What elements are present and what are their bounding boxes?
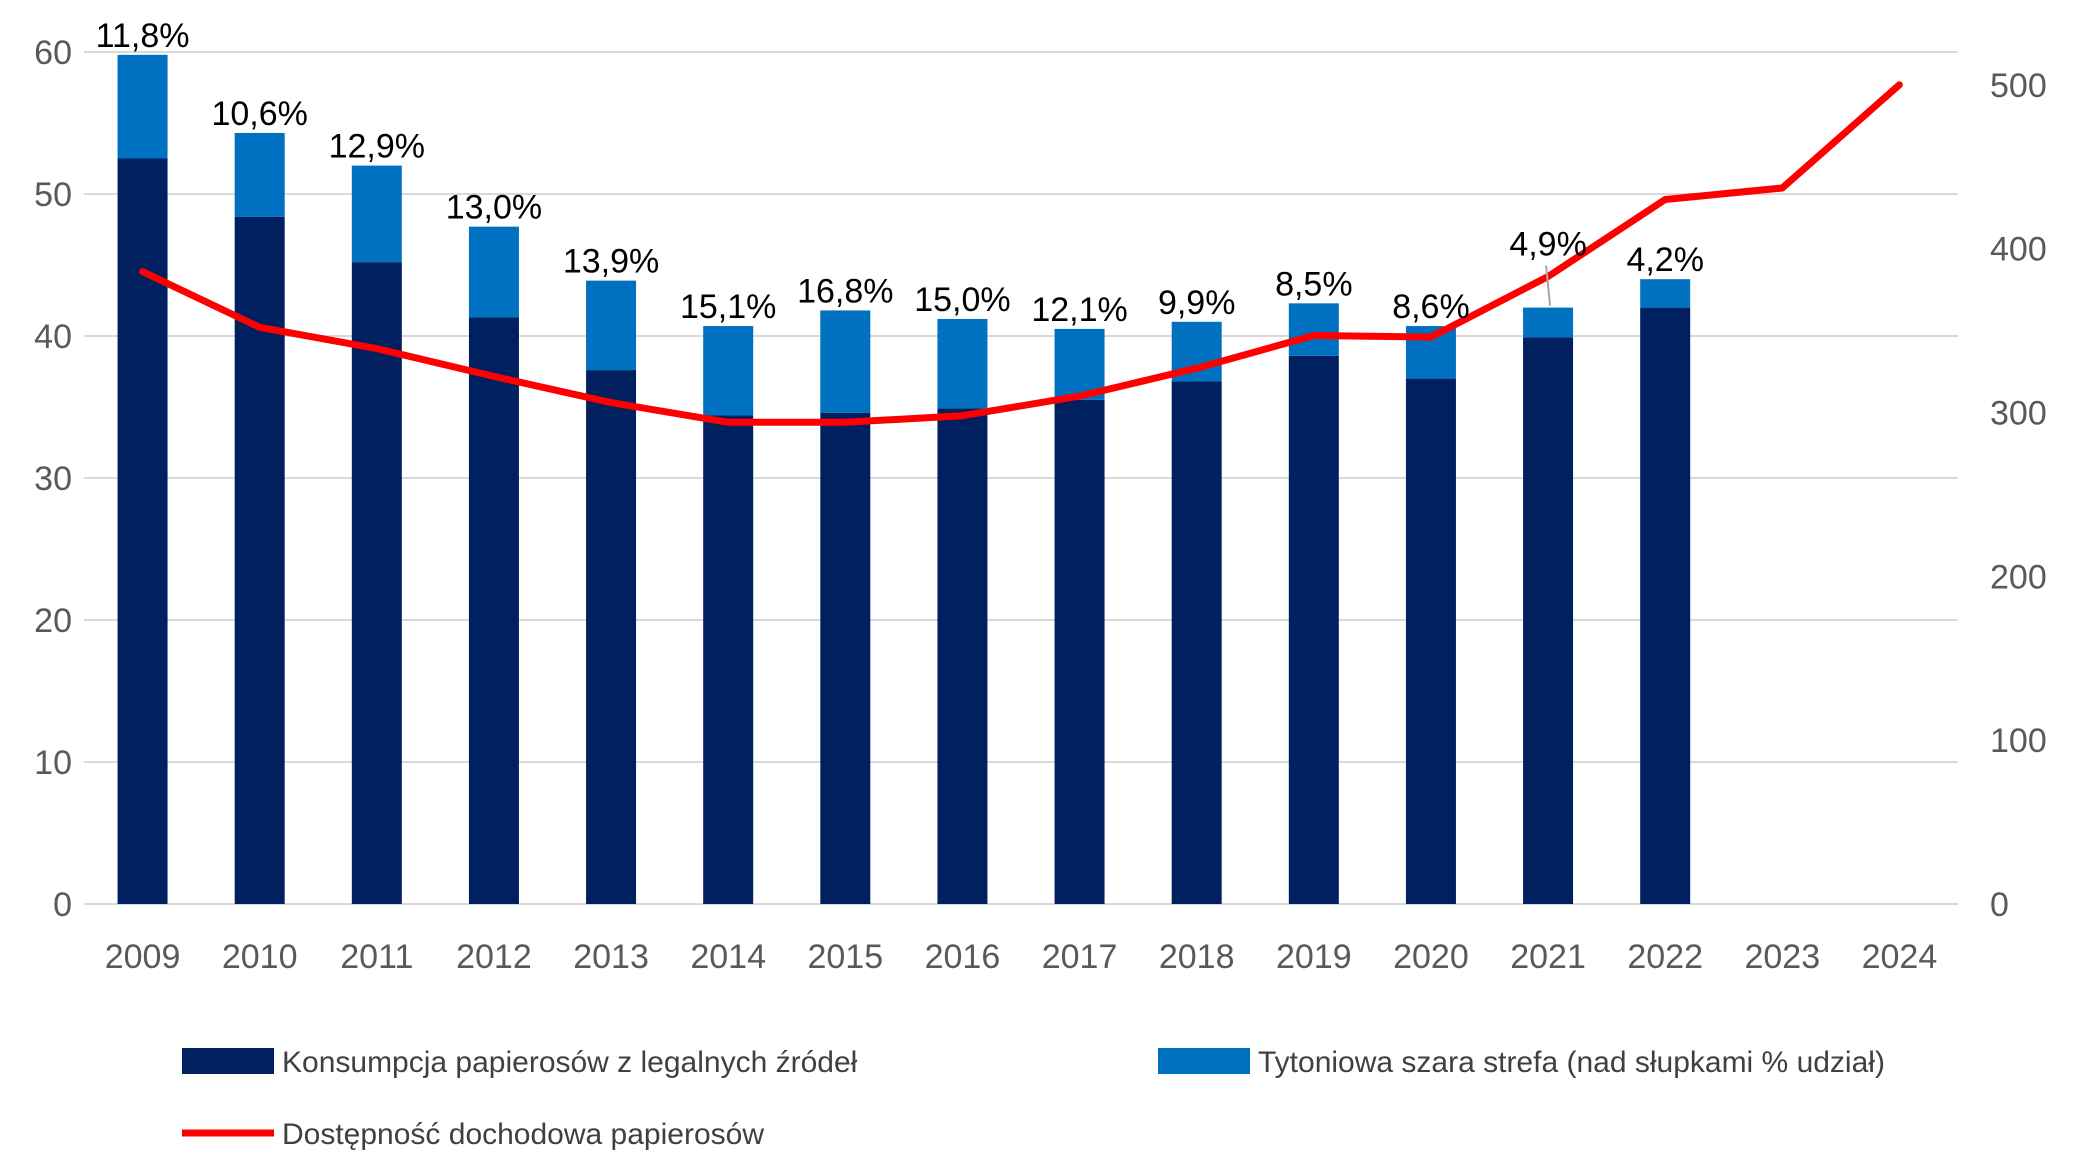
bar-grey-zone — [235, 133, 285, 217]
grey-zone-share-label: 13,9% — [563, 243, 659, 281]
x-axis-tick-label: 2015 — [807, 938, 883, 976]
left-axis-tick-label: 20 — [34, 602, 72, 640]
x-axis-tick-label: 2014 — [690, 938, 766, 976]
bar-legal-consumption — [586, 370, 636, 904]
right-axis-tick-label: 0 — [1990, 886, 2009, 924]
x-axis-tick-label: 2020 — [1393, 938, 1469, 976]
right-axis-tick-label: 500 — [1990, 67, 2047, 105]
grey-zone-share-label: 8,5% — [1275, 265, 1353, 303]
x-axis-tick-label: 2012 — [456, 938, 532, 976]
bar-legal-consumption — [1289, 356, 1339, 904]
x-axis-tick-label: 2010 — [222, 938, 298, 976]
left-axis-tick-label: 10 — [34, 744, 72, 782]
bars — [118, 55, 1691, 904]
grey-zone-share-label: 15,0% — [914, 281, 1010, 319]
left-axis-tick-label: 30 — [34, 460, 72, 498]
x-axis-tick-label: 2024 — [1862, 938, 1938, 976]
right-axis-tick-label: 400 — [1990, 231, 2047, 269]
x-axis-tick-label: 2022 — [1627, 938, 1703, 976]
bar-legal-consumption — [1406, 379, 1456, 904]
x-axis-tick-label: 2009 — [105, 938, 181, 976]
grey-zone-share-label: 12,9% — [329, 128, 425, 166]
bar-grey-zone — [1523, 308, 1573, 338]
left-axis-tick-label: 60 — [34, 34, 72, 72]
bar-legal-consumption — [1640, 308, 1690, 904]
grey-zone-share-label: 9,9% — [1158, 284, 1236, 322]
legend-label: Konsumpcja papierosów z legalnych źródeł — [282, 1046, 858, 1079]
x-axis-tick-label: 2018 — [1159, 938, 1235, 976]
bar-legal-consumption — [1172, 381, 1222, 904]
bar-legal-consumption — [820, 413, 870, 904]
grey-zone-share-label: 15,1% — [680, 288, 776, 326]
grey-zone-share-label: 4,2% — [1626, 241, 1704, 279]
bar-grey-zone — [1289, 303, 1339, 356]
right-axis-tick-label: 200 — [1990, 558, 2047, 596]
right-axis-tick-label: 300 — [1990, 394, 2047, 432]
grey-zone-share-label: 10,6% — [211, 95, 307, 133]
bar-legal-consumption — [1055, 400, 1105, 904]
legend: Konsumpcja papierosów z legalnych źródeł… — [182, 1046, 1885, 1151]
left-axis-tick-label: 0 — [53, 886, 72, 924]
grey-zone-share-label: 8,6% — [1392, 288, 1470, 326]
bar-grey-zone — [937, 319, 987, 408]
bar-legal-consumption — [469, 318, 519, 904]
bar-grey-zone — [352, 166, 402, 263]
x-axis-tick-label: 2019 — [1276, 938, 1352, 976]
grey-zone-share-label: 13,0% — [446, 189, 542, 227]
bar-grey-zone — [118, 55, 168, 159]
data-labels: 11,8% 10,6% 12,9% 13,0% 13,9% 15,1% 16,8% 15,0%… — [96, 17, 1704, 329]
bar-legal-consumption — [1523, 337, 1573, 904]
left-axis-tick-label: 50 — [34, 176, 72, 214]
legend-swatch — [1158, 1048, 1250, 1074]
grey-zone-share-label: 11,8% — [96, 17, 190, 55]
x-axis-tick-label: 2011 — [340, 938, 413, 976]
x-axis-tick-label: 2021 — [1510, 938, 1586, 976]
x-axis-tick-label: 2013 — [573, 938, 649, 976]
grey-zone-share-label: 16,8% — [797, 272, 893, 310]
legend-label: Tytoniowa szara strefa (nad słupkami % u… — [1258, 1046, 1885, 1079]
x-axis-tick-label: 2017 — [1042, 938, 1118, 976]
axes: 0 10 20 30 40 50 60 0 100 200 300 400 500 2009 2010 201… — [34, 34, 2047, 976]
bar-legal-consumption — [937, 408, 987, 904]
bar-grey-zone — [1640, 279, 1690, 307]
grey-zone-share-label: 4,9% — [1509, 226, 1587, 264]
x-axis-tick-label: 2016 — [925, 938, 1001, 976]
legend-swatch — [182, 1048, 274, 1074]
bar-grey-zone — [820, 310, 870, 412]
left-axis-tick-label: 40 — [34, 318, 72, 356]
right-axis-tick-label: 100 — [1990, 722, 2047, 760]
bar-legal-consumption — [352, 262, 402, 904]
grey-zone-share-label: 12,1% — [1031, 291, 1127, 329]
bar-grey-zone — [469, 227, 519, 318]
bar-grey-zone — [586, 281, 636, 370]
bar-legal-consumption — [703, 416, 753, 904]
x-axis-tick-label: 2023 — [1744, 938, 1820, 976]
legend-label: Dostępność dochodowa papierosów — [282, 1118, 764, 1151]
bar-grey-zone — [703, 326, 753, 415]
